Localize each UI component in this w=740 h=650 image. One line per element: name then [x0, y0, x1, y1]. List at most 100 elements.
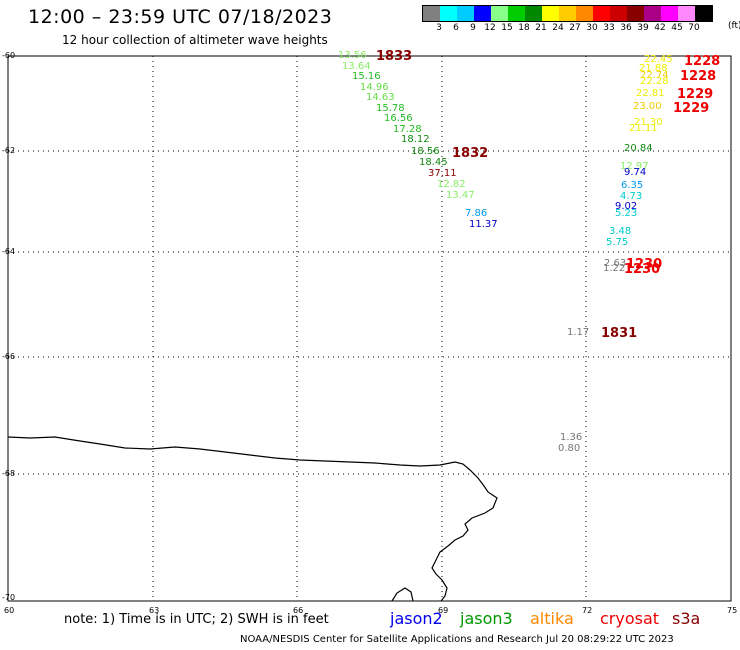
color-scale-tick-label: 39 [637, 23, 649, 33]
pass-time-label: 1229 [677, 87, 714, 102]
wave-height-value: 18.45 [419, 157, 448, 168]
longitude-label: 75 [727, 606, 738, 615]
coastline-fragment [391, 587, 414, 602]
longitude-label: 60 [4, 606, 15, 615]
wave-height-value: 0.80 [558, 443, 581, 454]
color-scale-tick-label: 6 [453, 23, 459, 33]
wave-height-value: 13.56 [338, 50, 367, 61]
satellite-label-cryosat: cryosat [600, 609, 660, 628]
color-scale-tick-label: 45 [671, 23, 683, 33]
wave-height-value: 17.28 [393, 124, 422, 135]
wave-height-value: 22.74 [640, 70, 669, 81]
wave-height-value: 3.48 [609, 226, 632, 237]
satellite-label-s3a: s3a [672, 609, 701, 628]
color-swatch [695, 6, 712, 21]
color-swatch [559, 6, 576, 21]
color-swatch [525, 6, 542, 21]
wave-height-value: 6.35 [621, 180, 644, 191]
pass-time-label: 1832 [452, 146, 489, 161]
wave-height-value: 21.11 [629, 123, 658, 134]
color-scale-tick-label: 3 [436, 23, 442, 33]
wave-height-value: 20.84 [624, 143, 653, 154]
color-swatch [627, 6, 644, 21]
wave-height-value: 16.56 [384, 113, 413, 124]
pass-time-label: 1228 [680, 69, 717, 84]
color-scale-swatches [422, 5, 713, 22]
color-scale-tick-label: 18 [518, 23, 530, 33]
wave-height-value: 11.37 [469, 219, 498, 230]
color-swatch [644, 6, 661, 21]
color-scale-tick-label: 15 [501, 23, 513, 33]
color-swatch [457, 6, 474, 21]
color-swatch [678, 6, 695, 21]
color-scale-legend: 3 6 9 12 15 18 21 24 27 30 33 36 39 42 45 70 [422, 5, 713, 36]
color-scale-tick-label: 33 [603, 23, 615, 33]
pass-time-label: 1229 [673, 101, 710, 116]
color-swatch [440, 6, 457, 21]
color-scale-tick-label: 70 [688, 23, 700, 33]
map-title: 12:00 – 23:59 UTC 07/18/2023 [28, 6, 333, 28]
wave-height-value: 14.96 [360, 82, 389, 93]
wave-height-value: 15.78 [376, 103, 405, 114]
color-scale-tick-label: 42 [654, 23, 666, 33]
wave-height-value: 2.63 [604, 258, 627, 269]
color-swatch [423, 6, 440, 21]
color-scale-ticks: 3 6 9 12 15 18 21 24 27 30 33 36 39 42 45 70 [422, 22, 713, 36]
color-swatch [491, 6, 508, 21]
wave-height-value: 1.36 [560, 432, 583, 443]
color-swatch [661, 6, 678, 21]
map-subtitle: 12 hour collection of altimeter wave hei… [62, 33, 328, 47]
wave-height-value: 15.16 [352, 71, 381, 82]
wave-height-value: 13.64 [342, 61, 371, 72]
pass-time-label: 1230 [626, 257, 663, 272]
color-swatch [508, 6, 525, 21]
wave-height-value: 18.56 [411, 146, 440, 157]
pass-time-label: 1228 [684, 54, 721, 69]
wave-height-value: 14.63 [366, 92, 395, 103]
color-scale-tick-label: 24 [552, 23, 564, 33]
wave-height-value: 9.74 [624, 167, 647, 178]
color-scale-unit: (ft) [728, 21, 740, 31]
color-scale-tick-label: 27 [569, 23, 581, 33]
wave-height-value: 4.73 [620, 191, 643, 202]
wave-height-value: 9.02 [615, 201, 638, 212]
wave-height-value: 1.22 [603, 263, 626, 274]
longitude-label: 66 [293, 606, 304, 615]
color-scale-tick-label: 9 [470, 23, 476, 33]
wave-height-value: 23.00 [633, 101, 662, 112]
map-grid [8, 56, 731, 601]
wave-height-value: 12.97 [620, 161, 649, 172]
color-swatch [542, 6, 559, 21]
antarctic-coastline [7, 436, 498, 602]
latitude-label: -68 [2, 469, 16, 478]
pass-time-label: 1230 [624, 262, 661, 277]
color-swatch [610, 6, 627, 21]
color-scale-tick-label: 36 [620, 23, 632, 33]
latitude-label: -70 [2, 593, 16, 602]
wave-height-value: 22.28 [640, 76, 669, 87]
wave-height-value: 22.81 [636, 88, 665, 99]
color-swatch [474, 6, 491, 21]
wave-height-value: 21.30 [634, 117, 663, 128]
pass-time-label: 1833 [376, 49, 413, 64]
latitude-label: -66 [2, 352, 16, 361]
latitude-label: -62 [2, 146, 16, 155]
satellite-label-jason2: jason2 [390, 609, 443, 628]
wave-height-value: 21.88 [639, 63, 668, 74]
longitude-label: 63 [149, 606, 160, 615]
wave-height-value: 5.75 [606, 237, 629, 248]
wave-height-value: 5.23 [615, 208, 638, 219]
wave-height-value: 1.17 [567, 327, 590, 338]
map-footer: NOAA/NESDIS Center for Satellite Applica… [240, 634, 674, 645]
wave-height-value: 7.86 [465, 208, 488, 219]
color-scale-tick-label: 12 [484, 23, 496, 33]
wave-height-value: 13.47 [446, 190, 475, 201]
map-note: note: 1) Time is in UTC; 2) SWH is in fe… [64, 612, 329, 627]
latitude-label: -64 [2, 247, 16, 256]
color-swatch [593, 6, 610, 21]
color-swatch [576, 6, 593, 21]
satellite-label-altika: altika [530, 609, 574, 628]
wave-height-value: 12.82 [437, 179, 466, 190]
wave-height-value: 22.45 [644, 54, 673, 65]
